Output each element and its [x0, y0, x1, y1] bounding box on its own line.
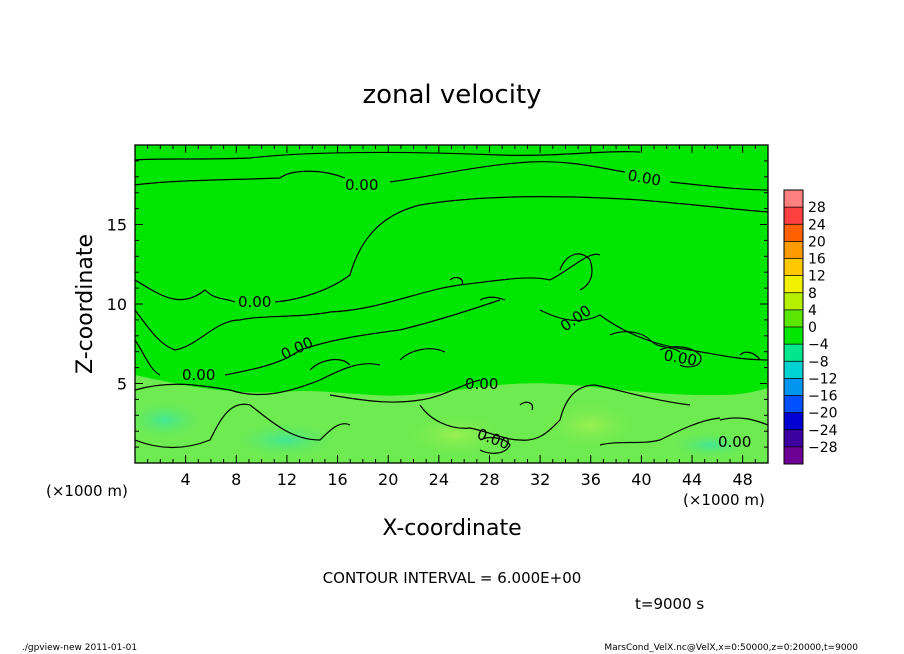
time-text: t=9000 s [635, 595, 704, 613]
colorbar-label: 0 [808, 320, 817, 336]
plot-field: 0.00 0.00 0.00 0.00 0.00 0.00 0.00 0.00 … [135, 145, 768, 463]
colorbar-label: −28 [808, 440, 838, 456]
colorbar-swatch [784, 429, 803, 448]
footer-left: ./gpview-new 2011-01-01 [22, 643, 137, 653]
x-tick-label: 12 [277, 470, 297, 489]
contour-line [719, 417, 768, 426]
colorbar-swatch [784, 207, 803, 225]
colorbar-swatch [784, 190, 803, 208]
colorbar-swatch [784, 361, 803, 379]
field-blob [135, 398, 210, 442]
contour-line [599, 417, 721, 446]
contour-line [309, 358, 351, 371]
contour-label: 0.00 [345, 176, 378, 194]
colorbar-swatch [784, 224, 803, 242]
x-tick-label: 28 [479, 470, 499, 489]
contour-line [274, 196, 768, 303]
colorbar-swatch [784, 344, 803, 362]
contour-label: 0.00 [465, 375, 498, 393]
colorbar-label: −16 [808, 389, 838, 405]
colorbar-label: −4 [808, 337, 829, 353]
contour-line [135, 363, 381, 396]
y-tick-label: 5 [117, 375, 127, 394]
colorbar-label: 8 [808, 286, 817, 302]
colorbar-label: −8 [808, 354, 829, 370]
contour-line [135, 339, 161, 376]
colorbar-label: −20 [808, 406, 838, 422]
colorbar-swatch [784, 241, 803, 259]
contour-interval-text: CONTOUR INTERVAL = 6.000E+00 [323, 569, 582, 587]
colorbar-label: 24 [808, 217, 826, 233]
field-blob [225, 420, 345, 460]
x-tick-label: 20 [378, 470, 398, 489]
contour-line [135, 403, 351, 449]
contour-line [419, 384, 691, 441]
colorbar-swatch [784, 292, 803, 311]
contour-label: 0.00 [238, 293, 271, 311]
contour-line [135, 253, 601, 351]
colorbar-label: −24 [808, 423, 838, 439]
contour-line [669, 181, 768, 191]
x-axis-title: X-coordinate [382, 516, 521, 541]
contour-label: 0.00 [718, 433, 751, 451]
footer-right: MarsCond_VelX.nc@VelX,x=0:50000,z=0:2000… [604, 643, 858, 653]
colorbar-label: 4 [808, 303, 817, 319]
colorbar-swatch [784, 412, 803, 431]
contour-lines [135, 151, 768, 454]
contour-line [449, 276, 464, 286]
colorbar-label: 28 [808, 200, 826, 216]
contour-line [224, 299, 501, 376]
x-tick-label: 24 [429, 470, 449, 489]
x-tick-label: 8 [231, 470, 241, 489]
colorbar-swatch [784, 395, 803, 413]
x-tick-label: 40 [631, 470, 651, 489]
colorbar-swatch [784, 446, 803, 465]
x-axis: 4 8 12 16 20 24 28 32 36 40 44 48 [147, 145, 756, 489]
colorbar-swatch [784, 309, 803, 328]
x-tick-label: 16 [327, 470, 347, 489]
colorbar-label: 12 [808, 269, 826, 285]
contour-line [329, 379, 481, 403]
contour-line [389, 161, 626, 183]
colorbar-swatch [784, 327, 803, 345]
contour-line [519, 401, 534, 411]
colorbar-label: 20 [808, 234, 826, 250]
contour-line [135, 170, 346, 186]
y-axis: 5 10 15 [107, 160, 768, 448]
y-tick-label: 10 [107, 295, 127, 314]
x-axis-unit: (×1000 m) [683, 491, 765, 509]
colorbar-label: 16 [808, 252, 826, 268]
x-tick-label: 48 [733, 470, 753, 489]
contour-line [135, 151, 641, 161]
field-blob [665, 430, 755, 460]
contour-label: 0.00 [182, 366, 215, 384]
contour-line [479, 436, 511, 454]
contour-line [399, 348, 446, 361]
contour-line [539, 309, 768, 361]
contour-line [609, 331, 681, 353]
y-axis-title: Z-coordinate [73, 234, 98, 374]
colorbar-swatch [784, 258, 803, 276]
contour-line [559, 253, 593, 291]
x-tick-label: 32 [530, 470, 550, 489]
colorbar-label: −12 [808, 371, 838, 387]
field-blob [540, 400, 640, 450]
x-tick-label: 44 [682, 470, 702, 489]
contour-label: 0.00 [626, 166, 662, 190]
contour-line [479, 296, 506, 301]
y-axis-unit: (×1000 m) [46, 482, 128, 500]
y-tick-label: 15 [107, 216, 127, 235]
contour-line [739, 351, 761, 361]
contour-label: 0.00 [662, 346, 698, 370]
x-tick-label: 4 [181, 470, 191, 489]
colorbar-swatch [784, 275, 803, 294]
contour-line [659, 346, 702, 368]
chart-title: zonal velocity [362, 80, 541, 110]
field-blob [400, 413, 510, 457]
x-tick-label: 36 [581, 470, 601, 489]
colorbar-swatch [784, 378, 803, 396]
contour-line [135, 279, 236, 303]
